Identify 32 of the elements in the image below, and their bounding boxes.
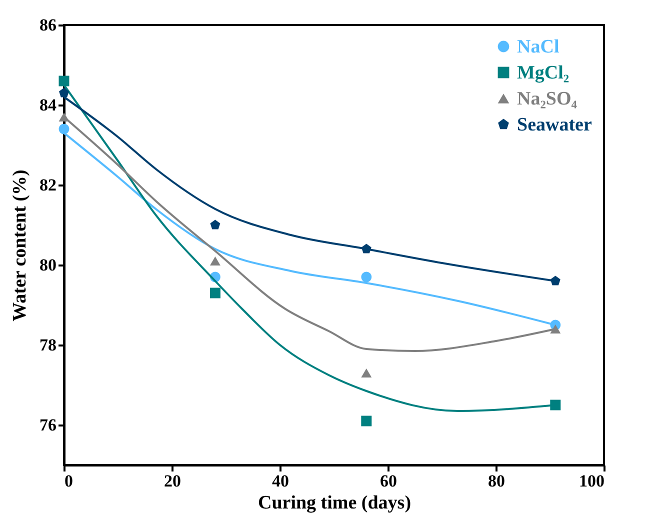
point <box>59 88 69 98</box>
x-tick-label: 100 <box>579 472 604 490</box>
point <box>361 244 372 254</box>
y-tick-label: 78 <box>40 336 56 354</box>
point <box>550 276 560 286</box>
y-tick-label: 80 <box>40 256 56 274</box>
point <box>361 416 372 426</box>
point <box>361 272 372 282</box>
x-tick-label: 0 <box>64 472 73 490</box>
x-tick-label: 80 <box>488 472 505 490</box>
legend-label: MgCl₂ <box>517 62 570 84</box>
x-tick-label: 60 <box>380 472 397 490</box>
y-tick-label: 84 <box>40 96 57 114</box>
legend-label: Seawater <box>517 114 592 136</box>
y-tick-label: 76 <box>40 416 56 434</box>
x-tick-label: 40 <box>272 472 289 490</box>
point <box>210 288 220 298</box>
point <box>58 124 70 134</box>
point <box>550 324 561 334</box>
y-axis-title: Water content (%) <box>10 170 30 322</box>
point <box>210 220 220 230</box>
point <box>58 76 70 86</box>
y-tick-label: 82 <box>40 176 56 194</box>
legend-label: NaCl <box>517 36 560 58</box>
point <box>58 112 70 122</box>
legend-label: Na₂SO₄ <box>517 88 578 110</box>
point <box>361 368 372 378</box>
y-tick-label: 86 <box>40 16 56 34</box>
x-tick-label: 20 <box>164 472 181 490</box>
point <box>550 400 561 410</box>
point <box>210 256 220 266</box>
x-axis-title: Curing time (days) <box>258 492 412 514</box>
